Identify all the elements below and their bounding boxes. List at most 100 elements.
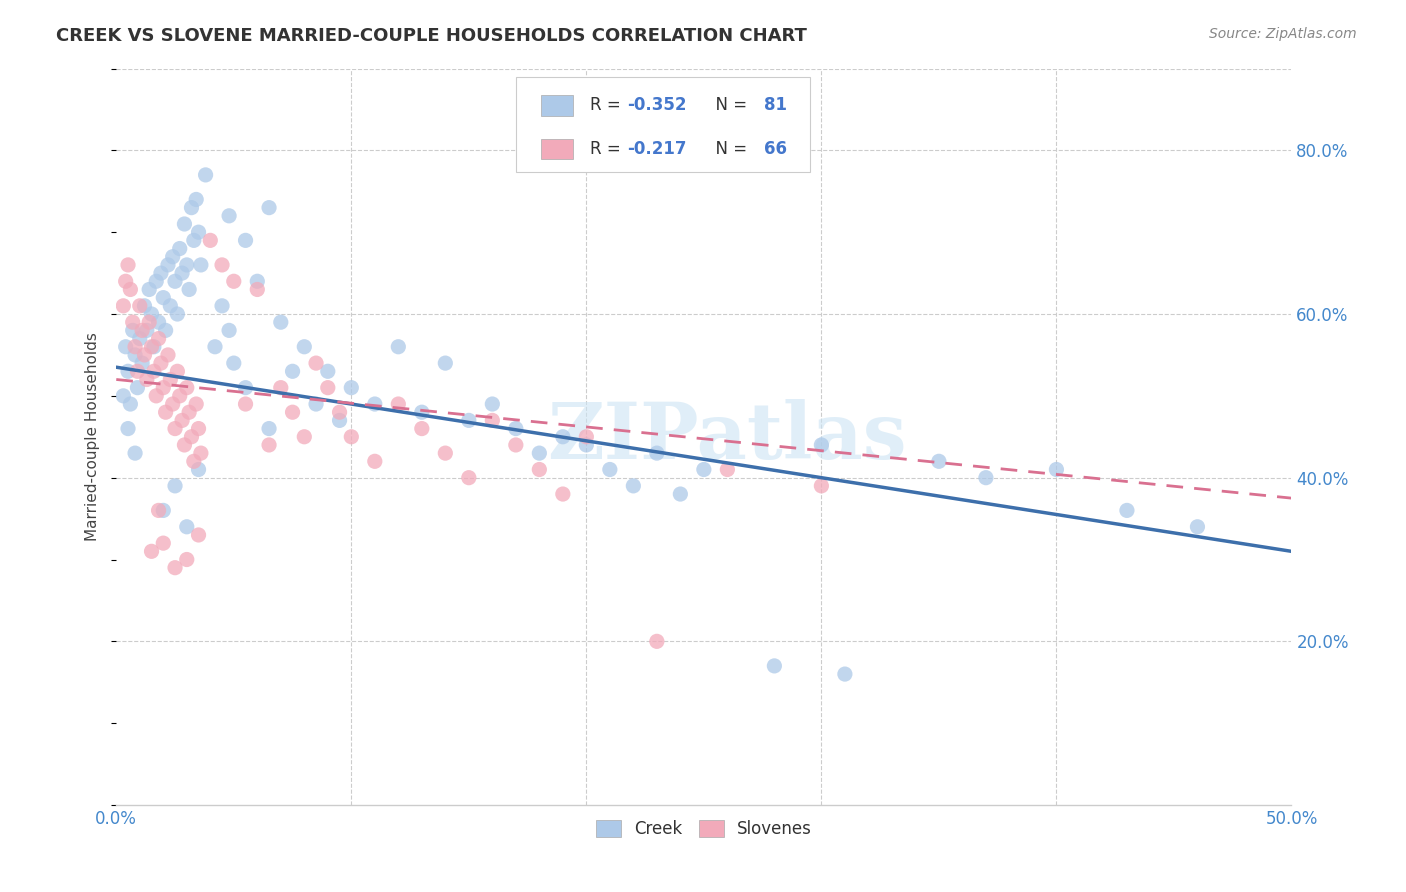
- Point: [141, 307, 163, 321]
- Point: [142, 340, 165, 354]
- Point: [135, 372, 157, 386]
- Point: [176, 520, 198, 534]
- Point: [176, 381, 198, 395]
- Point: [235, 233, 257, 247]
- Text: N =: N =: [704, 140, 752, 158]
- Point: [551, 430, 574, 444]
- Point: [575, 438, 598, 452]
- Point: [138, 283, 160, 297]
- Point: [529, 462, 551, 476]
- Point: [457, 413, 479, 427]
- Point: [156, 348, 179, 362]
- Point: [148, 315, 170, 329]
- Point: [152, 291, 174, 305]
- Point: [329, 413, 352, 427]
- Point: [166, 364, 188, 378]
- Point: [128, 299, 150, 313]
- Point: [114, 274, 136, 288]
- Point: [148, 503, 170, 517]
- Point: [364, 397, 387, 411]
- Point: [163, 421, 186, 435]
- Point: [387, 340, 409, 354]
- Point: [131, 323, 153, 337]
- Point: [127, 364, 149, 378]
- Point: [190, 446, 212, 460]
- Point: [187, 528, 209, 542]
- Text: N =: N =: [704, 96, 752, 114]
- Point: [187, 225, 209, 239]
- Point: [270, 315, 292, 329]
- Point: [117, 258, 139, 272]
- Point: [141, 340, 163, 354]
- Text: 66: 66: [763, 140, 787, 158]
- Point: [834, 667, 856, 681]
- Point: [329, 405, 352, 419]
- Point: [257, 438, 280, 452]
- Point: [138, 315, 160, 329]
- Point: [1116, 503, 1139, 517]
- Point: [134, 348, 156, 362]
- Point: [481, 413, 503, 427]
- Point: [505, 438, 527, 452]
- Point: [156, 258, 179, 272]
- Point: [194, 168, 217, 182]
- Point: [928, 454, 950, 468]
- Point: [173, 438, 195, 452]
- Text: 81: 81: [763, 96, 787, 114]
- Point: [763, 659, 786, 673]
- Point: [340, 430, 363, 444]
- Point: [457, 471, 479, 485]
- Point: [176, 552, 198, 566]
- Point: [222, 274, 245, 288]
- Point: [1045, 462, 1067, 476]
- Point: [575, 430, 598, 444]
- Y-axis label: Married-couple Households: Married-couple Households: [86, 333, 100, 541]
- Point: [152, 503, 174, 517]
- Point: [172, 266, 194, 280]
- Point: [163, 274, 186, 288]
- Point: [190, 258, 212, 272]
- Point: [974, 471, 997, 485]
- Point: [149, 356, 172, 370]
- Point: [179, 283, 201, 297]
- Point: [434, 446, 457, 460]
- Point: [148, 332, 170, 346]
- Point: [163, 479, 186, 493]
- Point: [281, 405, 304, 419]
- Point: [162, 250, 184, 264]
- Point: [246, 274, 269, 288]
- Bar: [540, 95, 574, 116]
- Point: [162, 397, 184, 411]
- Point: [173, 217, 195, 231]
- Point: [187, 462, 209, 476]
- Point: [169, 242, 191, 256]
- Point: [305, 356, 328, 370]
- Point: [411, 421, 433, 435]
- Point: [128, 332, 150, 346]
- Point: [211, 299, 233, 313]
- Point: [481, 397, 503, 411]
- Point: [142, 364, 165, 378]
- Point: [186, 193, 208, 207]
- Point: [183, 233, 205, 247]
- Point: [222, 356, 245, 370]
- Point: [159, 372, 181, 386]
- Point: [411, 405, 433, 419]
- Point: [316, 381, 339, 395]
- Point: [645, 634, 668, 648]
- Point: [505, 421, 527, 435]
- Point: [176, 258, 198, 272]
- Point: [292, 340, 315, 354]
- Point: [387, 397, 409, 411]
- Point: [599, 462, 621, 476]
- Point: [152, 536, 174, 550]
- Point: [180, 430, 202, 444]
- Text: R =: R =: [591, 140, 626, 158]
- Point: [117, 421, 139, 435]
- Point: [316, 364, 339, 378]
- Point: [645, 446, 668, 460]
- Point: [179, 405, 201, 419]
- Text: R =: R =: [591, 96, 626, 114]
- Text: Source: ZipAtlas.com: Source: ZipAtlas.com: [1209, 27, 1357, 41]
- Point: [810, 479, 832, 493]
